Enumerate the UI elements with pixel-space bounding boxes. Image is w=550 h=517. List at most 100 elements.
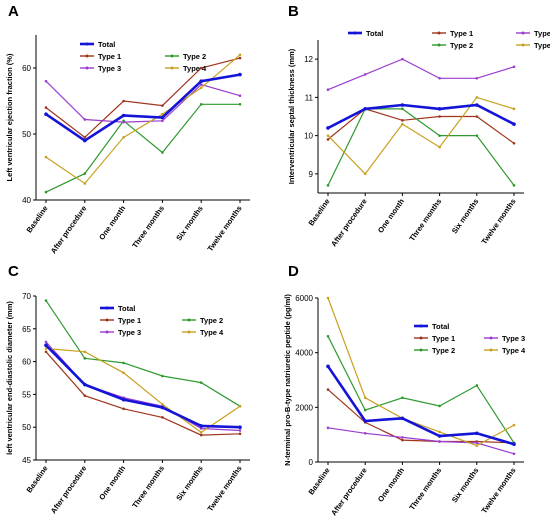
data-point-type-2 (326, 184, 330, 187)
legend-item-type-4: Type 4 (516, 41, 550, 50)
legend: Total Type 1 Type 3 Type 2 Type 4 (348, 29, 550, 50)
series-line-type-1 (327, 108, 515, 144)
y-tick-label: 40 (22, 196, 31, 205)
x-tick-label: Six months (174, 464, 205, 502)
x-tick-label: Baseline (307, 197, 332, 227)
data-point-total (199, 424, 203, 428)
data-point-type-4 (44, 155, 48, 159)
legend-item-type-4: Type 4 (484, 346, 526, 355)
series-line-type-4 (327, 297, 515, 447)
legend-label: Type 2 (432, 346, 455, 355)
data-point-type-3 (475, 76, 479, 80)
legend-label: Type 2 (183, 52, 206, 61)
data-point-total (512, 122, 516, 126)
y-tick-label: 55 (22, 390, 31, 399)
series-type-3 (326, 57, 516, 92)
data-point-type-3 (326, 426, 330, 430)
panel-letter: A (8, 3, 19, 20)
legend-marker (437, 43, 441, 47)
panel-letter: B (288, 3, 299, 20)
data-point-type-2 (475, 384, 479, 387)
legend-marker (170, 54, 174, 58)
data-point-type-1 (326, 138, 330, 141)
legend-marker (85, 54, 89, 58)
panel-letter: C (8, 263, 19, 280)
data-point-total (400, 103, 405, 107)
series-total (44, 72, 242, 143)
series-line-type-3 (327, 427, 515, 455)
data-point-type-4 (326, 296, 330, 300)
legend-label: Total (98, 40, 115, 49)
data-point-type-4 (122, 136, 125, 139)
legend-label: Type 1 (118, 316, 141, 325)
y-tick-label: 12 (304, 55, 313, 64)
legend-item-type-3: Type 3 (484, 334, 525, 343)
legend-item-type-4: Type 4 (165, 64, 207, 73)
legend-marker (521, 43, 525, 47)
y-axis-title: N-terminal pro-B-type natriuretic peptid… (283, 294, 292, 466)
legend-item-total: Total (348, 29, 383, 38)
data-point-type-1 (438, 115, 441, 118)
series-line-total (326, 365, 515, 446)
data-point-type-2 (199, 103, 203, 106)
y-axis-title: Interventricular septal thickness (mm) (287, 48, 296, 184)
legend-item-type-1: Type 1 (100, 316, 141, 325)
y-tick-label: 9 (309, 170, 314, 179)
series-type-2 (326, 107, 516, 187)
data-point-type-4 (363, 172, 367, 176)
data-point-type-4 (238, 404, 242, 408)
series-line-type-3 (45, 341, 241, 432)
data-point-type-2 (199, 381, 203, 384)
data-point-type-4 (199, 86, 203, 90)
data-point-type-2 (401, 396, 404, 400)
data-point-type-1 (326, 388, 330, 391)
data-point-total (400, 416, 405, 421)
data-point-type-3 (512, 452, 516, 456)
data-point-type-1 (401, 119, 404, 122)
data-point-type-3 (401, 57, 404, 61)
data-point-total (512, 442, 516, 447)
data-point-type-4 (475, 96, 479, 99)
y-tick-label: 60 (22, 358, 31, 367)
data-point-type-4 (44, 347, 48, 350)
data-point-type-2 (83, 172, 87, 175)
data-point-type-3 (363, 73, 367, 76)
y-tick-label: 70 (22, 292, 31, 301)
series-type-1 (44, 56, 242, 139)
data-point-type-1 (238, 56, 242, 60)
legend-marker (170, 66, 174, 70)
x-tick-label: Six months (450, 197, 481, 235)
series-line-type-4 (45, 54, 241, 185)
data-point-type-1 (161, 416, 164, 419)
legend-item-type-3: Type 3 (100, 328, 141, 337)
legend-label: Type 2 (450, 41, 473, 50)
data-point-total (326, 126, 330, 130)
legend-item-type-2: Type 2 (432, 41, 473, 50)
data-point-type-4 (238, 53, 242, 57)
y-tick-label: 50 (22, 130, 31, 139)
data-point-type-3 (438, 76, 441, 80)
data-point-type-4 (512, 107, 516, 111)
legend: Total Type 1 Type 3 Type 2 Type 4 (414, 322, 526, 355)
series-line-type-4 (327, 96, 515, 175)
legend-label: Type 3 (502, 334, 525, 343)
data-point-total (160, 405, 165, 410)
series-line-type-2 (45, 300, 241, 407)
legend-label: Type 4 (502, 346, 526, 355)
data-point-total (475, 103, 479, 107)
data-point-type-4 (83, 350, 87, 354)
legend-marker (353, 31, 357, 35)
y-tick-label: 6000 (295, 294, 313, 303)
data-point-total (363, 419, 368, 423)
legend-item-type-3: Type 3 (516, 29, 550, 38)
data-point-type-2 (363, 408, 367, 412)
legend-marker (187, 330, 191, 334)
legend-marker (437, 31, 441, 35)
x-tick-label: After procedure (329, 197, 369, 248)
data-point-type-3 (401, 436, 404, 439)
series-line-type-4 (45, 347, 241, 434)
data-point-type-1 (83, 394, 87, 398)
data-point-type-2 (326, 334, 330, 338)
